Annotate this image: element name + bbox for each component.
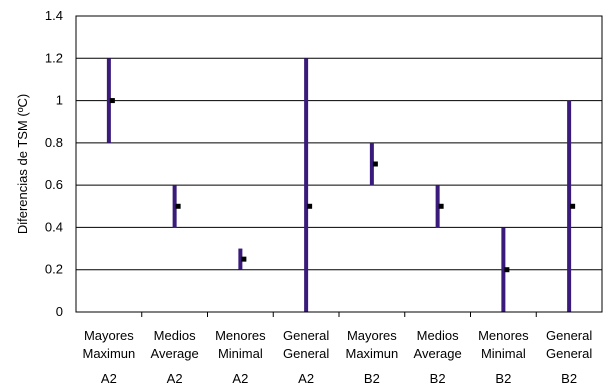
x-tick-label-line2: General <box>546 346 592 361</box>
range-bar <box>501 227 506 312</box>
x-tick-label-line2: Maximun <box>83 346 136 361</box>
mean-marker <box>175 203 181 209</box>
mean-marker <box>504 267 510 273</box>
x-tick-labels: Mayores Maximun A2 Medios Average A2 Menores Mi… <box>83 328 593 386</box>
range-marks <box>106 58 576 313</box>
mean-marker <box>241 256 247 262</box>
mean-marker <box>372 161 378 167</box>
range-bar <box>238 248 243 270</box>
range-bar <box>304 58 309 313</box>
range-bar <box>567 100 572 312</box>
y-tick-label: 1 <box>56 93 63 108</box>
y-tick-label: 0.8 <box>45 135 63 150</box>
y-tick-label: 1.4 <box>45 8 63 23</box>
x-tick-group-label: A2 <box>232 371 248 386</box>
range-bar <box>435 185 440 228</box>
x-tick-label-line1: Mayores <box>347 328 397 343</box>
y-tick-label: 0 <box>56 304 63 319</box>
y-tick-labels: 0 0.2 0.4 0.6 0.8 1 1.2 1.4 <box>45 8 63 319</box>
y-tick-label: 0.6 <box>45 177 63 192</box>
y-tick-label: 0.2 <box>45 262 63 277</box>
x-tick-label-line2: Minimal <box>481 346 526 361</box>
mean-marker <box>438 203 444 209</box>
x-tick-label-line2: Average <box>414 346 462 361</box>
mean-marker <box>570 203 576 209</box>
plot-frame <box>75 15 603 313</box>
x-tick-label-line2: Maximun <box>346 346 399 361</box>
x-tick-group-label: B2 <box>430 371 446 386</box>
x-tick-label-line1: Mayores <box>84 328 134 343</box>
x-tick-group-label: A2 <box>298 371 314 386</box>
x-tick-label-line2: Average <box>151 346 199 361</box>
x-tick-label-line2: General <box>283 346 329 361</box>
x-tick-label-line1: Medios <box>417 328 459 343</box>
x-tick-label-line1: General <box>546 328 592 343</box>
x-tick-label-line1: General <box>283 328 329 343</box>
mean-marker <box>307 203 313 209</box>
gridlines <box>76 15 602 317</box>
x-tick-label-line2: Minimal <box>218 346 263 361</box>
y-tick-label: 1.2 <box>45 50 63 65</box>
x-tick-group-label: B2 <box>561 371 577 386</box>
range-bar <box>106 58 111 143</box>
x-tick-group-label: A2 <box>167 371 183 386</box>
y-axis-label: Diferencias de TSM (ºC) <box>15 94 30 234</box>
x-tick-label-line1: Medios <box>154 328 196 343</box>
x-tick-label-line1: Menores <box>478 328 529 343</box>
x-tick-group-label: B2 <box>495 371 511 386</box>
range-bar <box>369 142 374 186</box>
x-tick-group-label: A2 <box>101 371 117 386</box>
x-tick-label-line1: Menores <box>215 328 266 343</box>
y-tick-label: 0.4 <box>45 219 63 234</box>
range-bar <box>172 185 177 228</box>
mean-marker <box>109 98 115 104</box>
x-tick-group-label: B2 <box>364 371 380 386</box>
